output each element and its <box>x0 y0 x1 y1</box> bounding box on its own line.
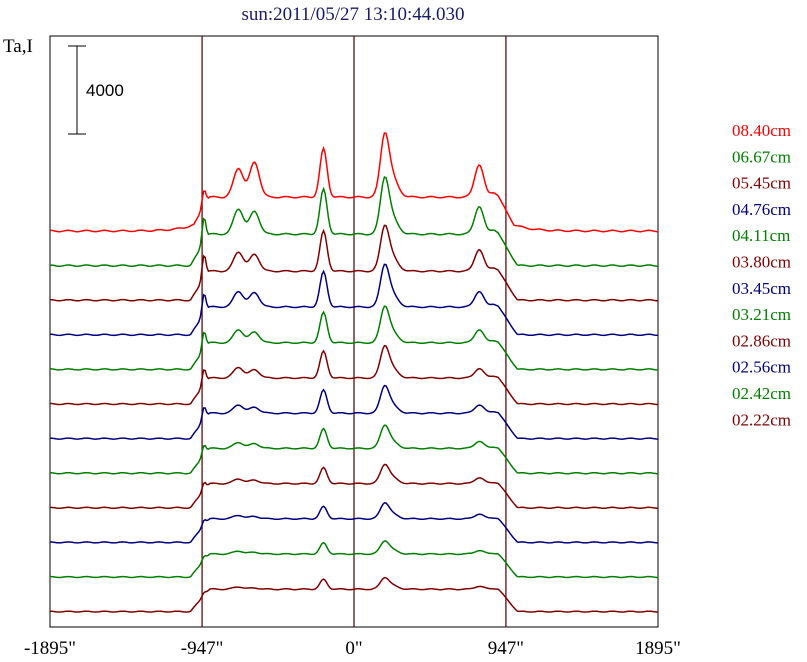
series-line <box>49 224 659 302</box>
legend-item: 08.40cm <box>732 121 791 140</box>
chart-title: sun:2011/05/27 13:10:44.030 <box>241 4 464 25</box>
legend-item: 06.67cm <box>732 147 791 166</box>
series-line <box>49 424 659 475</box>
x-tick-label: 947" <box>488 638 524 659</box>
legend-item: 03.45cm <box>732 279 791 298</box>
series-line <box>50 305 658 371</box>
legend: 08.40cm 06.67cm 05.45cm 04.76cm 04.11cm 03.80… <box>732 121 791 429</box>
legend-item: 04.76cm <box>732 200 791 219</box>
legend-item: 02.42cm <box>732 384 791 403</box>
series-line <box>49 502 659 544</box>
x-tick-labels: -1895" -947" 0" 947" 1895" <box>24 638 681 659</box>
series-line <box>49 463 659 510</box>
legend-item: 03.21cm <box>732 305 791 324</box>
series-line <box>49 132 659 233</box>
series-line <box>49 176 659 267</box>
series-line <box>50 576 658 613</box>
scale-bar-label: 4000 <box>86 81 124 100</box>
reference-lines <box>201 36 507 627</box>
intensity-scale-bar: 4000 <box>68 45 124 135</box>
legend-item: 02.86cm <box>732 331 791 350</box>
x-tick-label: -1895" <box>24 638 76 659</box>
y-axis-label: Ta,I <box>3 36 33 57</box>
series-line <box>49 384 659 440</box>
x-tick-label: 0" <box>345 638 362 659</box>
legend-item: 03.80cm <box>732 253 791 272</box>
legend-item: 02.22cm <box>732 410 791 429</box>
legend-item: 02.56cm <box>732 358 791 377</box>
x-tick-label: 1895" <box>635 638 681 659</box>
legend-item: 04.11cm <box>732 226 790 245</box>
series-line <box>50 344 658 406</box>
x-tick-label: -947" <box>181 638 224 659</box>
legend-item: 05.45cm <box>732 174 791 193</box>
series-line <box>49 540 659 579</box>
series-lines <box>49 132 659 613</box>
series-line <box>49 263 659 337</box>
